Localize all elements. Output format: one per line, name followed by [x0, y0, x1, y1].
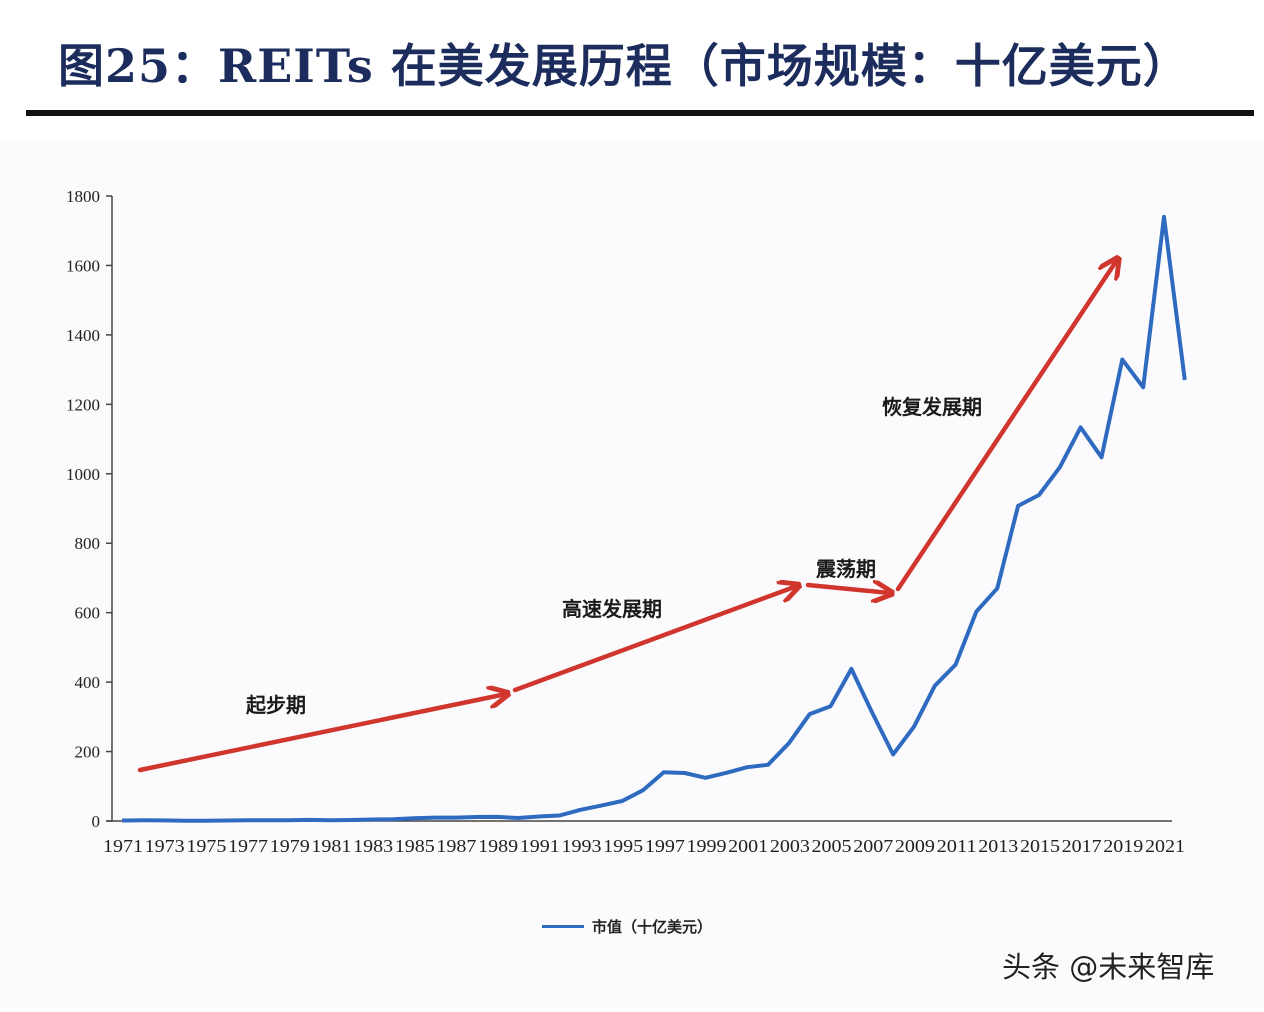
legend-line-swatch — [542, 925, 584, 928]
x-tick-label: 2013 — [978, 836, 1018, 856]
x-tick-label: 2019 — [1103, 836, 1143, 856]
y-tick-label: 1200 — [66, 395, 100, 414]
x-tick-label: 1977 — [228, 836, 268, 856]
x-tick-label: 2017 — [1062, 836, 1102, 856]
chart-area: 0 200 400 600 800 1000 1200 1400 1600 1800 1971 19… — [0, 140, 1264, 1008]
x-tick-label: 2007 — [853, 836, 893, 856]
x-tick-label: 1975 — [186, 836, 226, 856]
x-tick-label: 1989 — [478, 836, 518, 856]
phase-label: 恢复发展期 — [882, 395, 982, 419]
x-tick-label: 1995 — [603, 836, 643, 856]
y-tick-label: 400 — [75, 673, 101, 692]
x-tick-label: 1979 — [270, 836, 310, 856]
market-value-line — [121, 214, 1187, 823]
x-tick-label: 1999 — [687, 836, 727, 856]
x-tick-label: 2003 — [770, 836, 810, 856]
y-tick-label: 0 — [92, 812, 101, 831]
y-tick-label: 1600 — [66, 256, 100, 275]
x-tick-label: 2009 — [895, 836, 935, 856]
y-tick-label: 800 — [75, 534, 101, 553]
legend: 市值（十亿美元） — [542, 916, 712, 937]
y-tick-label: 200 — [75, 743, 101, 762]
watermark: 头条 @未来智库 — [1002, 950, 1215, 984]
x-tick-label: 1981 — [311, 836, 351, 856]
x-tick-label: 1997 — [645, 836, 685, 856]
x-tick-label: 1991 — [520, 836, 560, 856]
x-axis: 1971 1973 1975 1977 1979 1981 1983 1985 1987 1989… — [103, 820, 1185, 856]
x-tick-label: 1983 — [353, 836, 393, 856]
phase-label: 起步期 — [245, 693, 306, 717]
phase-arrow — [805, 585, 890, 593]
phase-arrow — [137, 694, 506, 773]
x-tick-label: 1985 — [395, 836, 435, 856]
x-tick-label: 2005 — [812, 836, 852, 856]
y-axis: 0 200 400 600 800 1000 1200 1400 1600 1800 — [66, 187, 113, 831]
x-tick-label: 2015 — [1020, 836, 1060, 856]
x-tick-label: 1993 — [561, 836, 601, 856]
x-tick-label: 1971 — [103, 836, 143, 856]
title-divider — [26, 110, 1254, 116]
y-tick-label: 1400 — [66, 326, 100, 345]
phase-label: 高速发展期 — [562, 597, 662, 621]
phase-label: 震荡期 — [816, 557, 876, 581]
x-tick-label: 1987 — [436, 836, 476, 856]
phase-arrow — [895, 260, 1117, 592]
y-tick-label: 1000 — [66, 465, 100, 484]
y-tick-label: 1800 — [66, 187, 100, 206]
phase-arrows: 起步期 高速发展期 震荡期 恢复发展期 — [137, 260, 1117, 773]
phase-arrow — [512, 586, 797, 693]
x-tick-label: 1973 — [145, 836, 185, 856]
x-tick-label: 2021 — [1145, 836, 1185, 856]
legend-label: 市值（十亿美元） — [592, 918, 713, 936]
x-tick-label: 2011 — [937, 836, 977, 856]
page-title: 图25：REITs 在美发展历程（市场规模：十亿美元） — [58, 39, 1190, 93]
x-tick-label: 2001 — [728, 836, 768, 856]
y-tick-label: 600 — [75, 604, 101, 623]
